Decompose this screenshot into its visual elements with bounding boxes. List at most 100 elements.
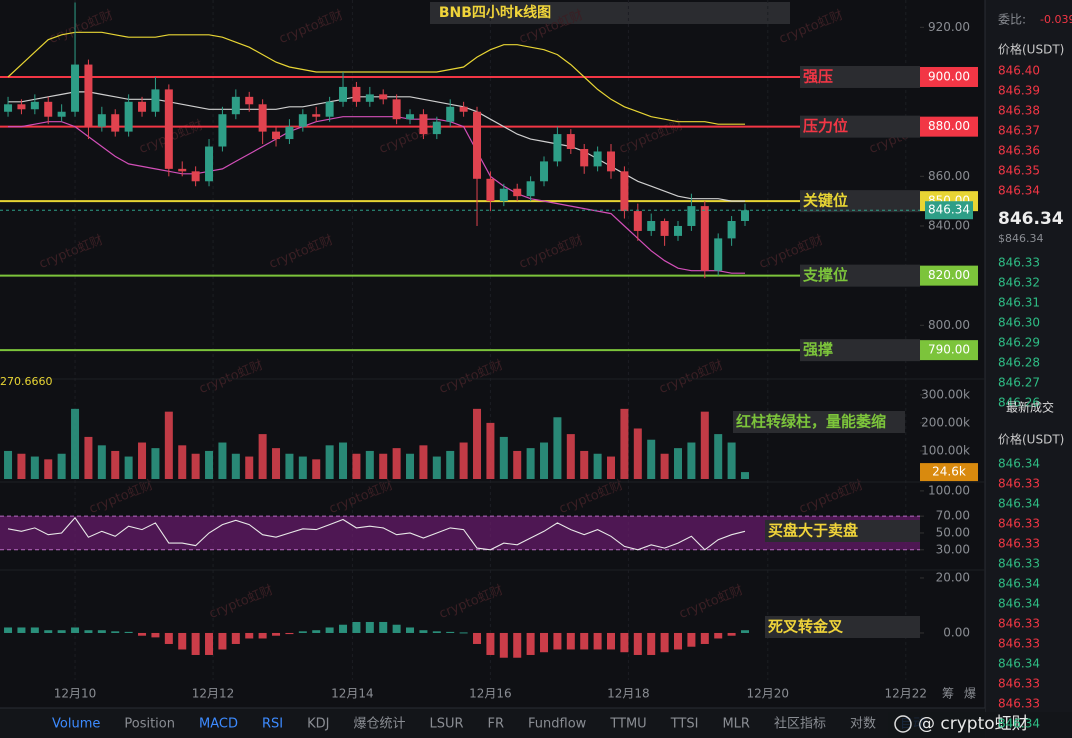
candle-body (138, 101, 147, 112)
volume-bar (84, 436, 93, 479)
candle-body (245, 96, 254, 105)
current-price-tag (925, 201, 973, 220)
level-tag (920, 265, 978, 286)
volume-bar (138, 442, 147, 479)
candle-body (687, 206, 696, 226)
volume-bar (459, 442, 468, 479)
tab[interactable]: Volume (52, 717, 100, 732)
side-icon[interactable]: 爆 (964, 687, 976, 701)
trade-price: 846.33 (998, 477, 1040, 491)
candle-body (4, 104, 13, 112)
tab[interactable]: TTSI (670, 717, 699, 732)
candle-body (406, 114, 415, 120)
volume-bar (285, 453, 294, 479)
tab[interactable]: Position (124, 717, 175, 732)
y-tick-label: 300.00k (921, 387, 970, 401)
candle-body (647, 221, 656, 231)
volume-bar (71, 408, 80, 479)
volume-bar (540, 442, 549, 479)
volume-bar (365, 450, 374, 479)
candle-body (151, 89, 160, 112)
level-label-bg (800, 190, 920, 213)
level-label: 关键位 (803, 192, 848, 210)
annotation-bg (733, 411, 905, 433)
macd-bar (124, 631, 133, 633)
macd-bar (191, 632, 200, 655)
candle-body (392, 99, 401, 120)
candle-body (620, 171, 629, 212)
macd-bar (57, 630, 66, 633)
level-label-bg (800, 264, 920, 287)
candle-body (633, 211, 642, 231)
trades-title: 最新成交 (1006, 400, 1054, 415)
volume-bar (124, 456, 133, 479)
y-tick-label: 100.00k (921, 443, 970, 457)
candle-body (593, 151, 602, 167)
tab[interactable]: KDJ (307, 717, 329, 732)
volume-bar (593, 453, 602, 479)
credit: @ crypto虹财 (918, 714, 1029, 734)
candle-body (580, 148, 589, 167)
tab[interactable]: 爆仓统计 (353, 717, 405, 732)
candle-body (272, 131, 281, 140)
tab[interactable]: MLR (722, 717, 750, 732)
macd-bar (111, 631, 120, 633)
macd-bar (71, 627, 80, 633)
volume-bar (178, 445, 187, 479)
candle-body (285, 126, 294, 140)
volume-bar (607, 456, 616, 479)
candle-body (459, 106, 468, 112)
macd-bar (553, 632, 562, 650)
macd-bar (245, 632, 254, 639)
tab[interactable]: FR (488, 717, 505, 732)
x-tick-label: 12月16 (469, 687, 512, 701)
level-label-bg (800, 339, 920, 362)
volume-bar (714, 434, 723, 479)
tab[interactable]: Fundflow (528, 717, 587, 732)
macd-bar (231, 632, 240, 644)
macd-bar (4, 627, 13, 633)
candle-body (432, 121, 441, 135)
level-label-bg (800, 65, 920, 88)
y-tick-label: 50.00 (936, 525, 970, 539)
annotation: 买盘大于卖盘 (768, 522, 858, 540)
volume-bar (633, 428, 642, 479)
macd-bar (419, 630, 428, 633)
trade-price: 846.34 (998, 717, 1040, 731)
macd-bar (138, 632, 147, 636)
tab-bar (0, 708, 985, 738)
candle-body (17, 104, 26, 110)
tab[interactable]: RSI (262, 717, 283, 732)
level-value: 820.00 (928, 268, 970, 282)
band-line (8, 116, 745, 274)
macd-bar (473, 632, 482, 644)
candle-body (674, 225, 683, 236)
volume-bar (339, 442, 348, 479)
tab[interactable]: MACD (199, 717, 238, 732)
macd-bar (285, 632, 294, 635)
bid-price: 846.32 (998, 276, 1040, 290)
volume-bar (258, 434, 267, 479)
macd-bar (205, 632, 214, 655)
macd-bar (325, 627, 334, 633)
side-icon[interactable]: 筹 (942, 687, 954, 701)
candle-body (298, 114, 307, 127)
macd-bar (620, 632, 629, 653)
tab[interactable]: 对数 (850, 717, 876, 732)
macd-bar (44, 630, 53, 633)
macd-bar (513, 632, 522, 658)
tab[interactable]: TTMU (609, 717, 646, 732)
y-tick-label: 70.00 (936, 509, 970, 523)
volume-bar (553, 417, 562, 479)
tab[interactable]: LSUR (429, 717, 463, 732)
candle-body (258, 104, 267, 132)
trade-price: 846.33 (998, 557, 1040, 571)
level-value: 880.00 (928, 119, 970, 133)
macd-bar (352, 621, 361, 633)
macd-bar (593, 632, 602, 650)
volume-bar (111, 450, 120, 479)
trade-price: 846.34 (998, 457, 1040, 471)
tab[interactable]: 社区指标 (774, 716, 826, 732)
volume-bar (446, 450, 455, 479)
